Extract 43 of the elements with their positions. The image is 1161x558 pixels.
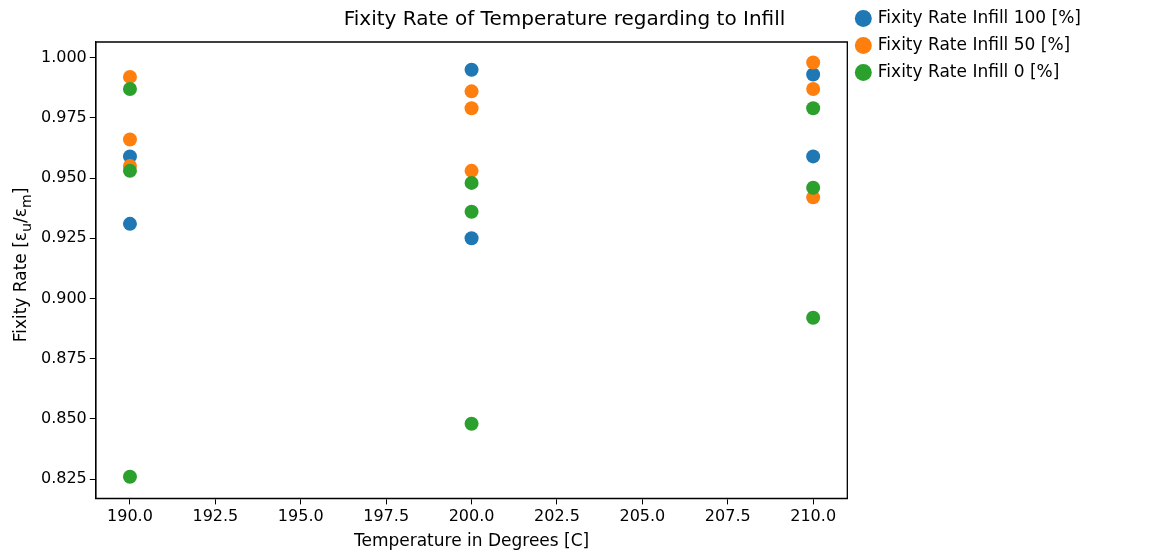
- x-axis-title: Temperature in Degrees [C]: [352, 530, 590, 551]
- point: [806, 55, 821, 70]
- point: [464, 163, 479, 178]
- y-tick-label: 0.950: [40, 167, 87, 187]
- y-tick-label: 0.925: [40, 227, 87, 247]
- legend-label: Fixity Rate Infill 100 [%]: [877, 6, 1082, 27]
- point: [122, 216, 137, 231]
- y-tick-label: 0.975: [40, 107, 87, 127]
- point: [464, 204, 479, 219]
- y-tick-label: 0.825: [40, 468, 87, 488]
- point: [464, 175, 479, 190]
- y-tick-label: 1.000: [40, 46, 87, 66]
- y-tick-label: 0.900: [40, 287, 87, 307]
- legend-label: Fixity Rate Infill 50 [%]: [877, 33, 1071, 54]
- point: [464, 416, 479, 431]
- point: [806, 101, 821, 116]
- x-tick-label: 200.0: [448, 506, 495, 526]
- point: [122, 81, 137, 96]
- point: [122, 69, 137, 84]
- point: [464, 84, 479, 99]
- x-tick-label: 207.5: [704, 506, 751, 526]
- x-tick-label: 190.0: [107, 506, 153, 526]
- x-tick-label: 195.0: [277, 506, 324, 526]
- y-tick-label: 0.850: [40, 408, 87, 428]
- point: [122, 163, 137, 178]
- point: [122, 469, 137, 484]
- x-tick-label: 192.5: [192, 506, 239, 526]
- x-tick-label: 202.5: [534, 506, 580, 526]
- point: [464, 62, 479, 77]
- point: [806, 149, 821, 164]
- point: [122, 132, 137, 147]
- x-tick-label: 210.0: [790, 506, 837, 526]
- x-tick-label: 197.5: [363, 506, 410, 526]
- point: [806, 67, 821, 82]
- point: [806, 180, 821, 195]
- point: [806, 81, 821, 96]
- chart-title: Fixity Rate of Temperature regarding to Infill: [343, 6, 786, 31]
- point: [464, 101, 479, 116]
- x-tick-label: 205.0: [619, 506, 666, 526]
- legend-label: Fixity Rate Infill 0 [%]: [877, 60, 1060, 81]
- y-tick-label: 0.875: [40, 347, 87, 367]
- point: [806, 310, 821, 325]
- point: [464, 231, 479, 246]
